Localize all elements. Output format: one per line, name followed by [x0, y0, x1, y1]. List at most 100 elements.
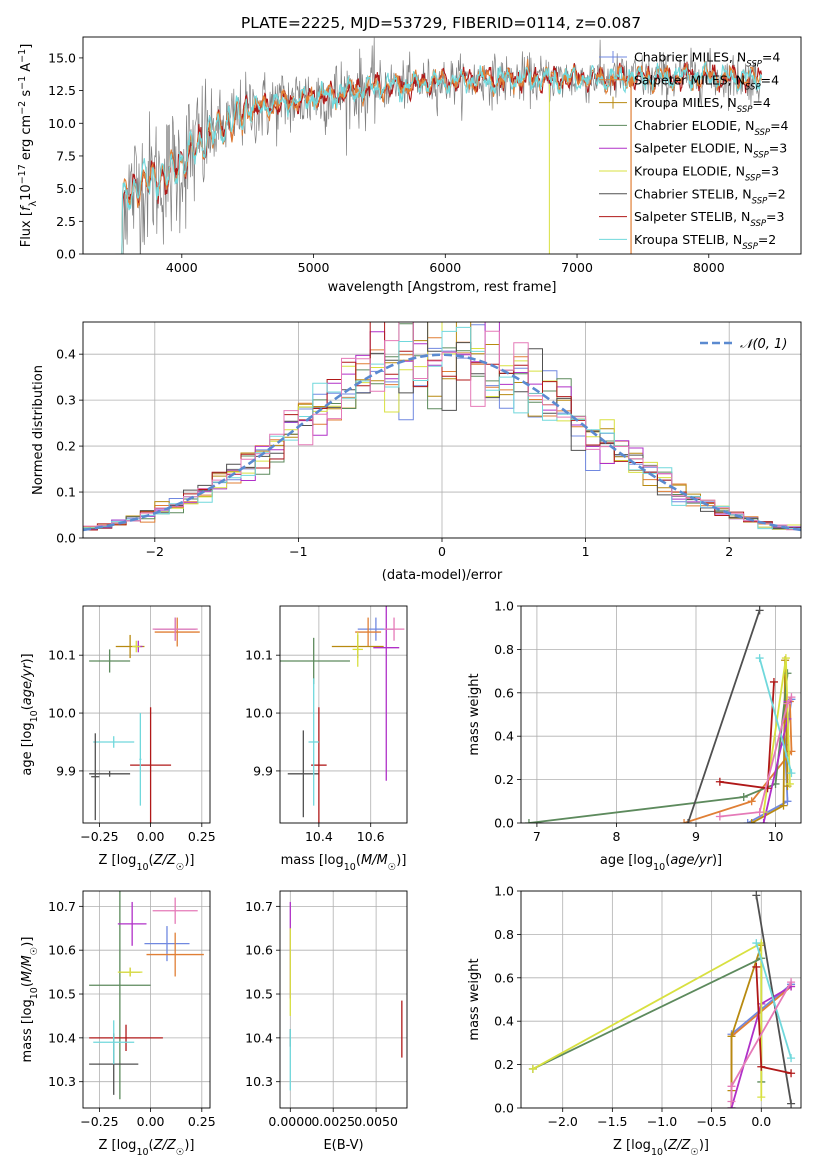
label-part: 10 [136, 1147, 148, 1158]
errorbar-salpeter-stelib [130, 707, 172, 823]
legend-label-salpeter-stelib: Salpeter STELIB, NSSP=3 [634, 209, 784, 229]
plot-area-spectrum [115, 37, 763, 254]
weight-line-salpeter-stelib [719, 681, 775, 790]
axes-spectrum: 4000 5000 6000 7000 8000 0.0 2.5 5.0 7.5 10.0 12.5… [17, 36, 802, 295]
legend-label-chabrier-stelib: Chabrier STELIB, NSSP=2 [634, 186, 786, 206]
label-part: Z [log [99, 1138, 137, 1153]
label-part: Z/Z [667, 1138, 691, 1153]
label-part: ( [665, 853, 670, 868]
x-axis-label: (data-model)/error [382, 568, 503, 583]
weight-line-chabrier-stelib [687, 610, 761, 823]
errorbar-kroupa-elodie [132, 640, 141, 653]
label-part: f [19, 204, 34, 211]
legend-label-chabrier-miles: Chabrier MILES, NSSP=4 [634, 50, 780, 70]
errorbar-kroupa-stelib [308, 678, 319, 806]
label-part: −2 [17, 101, 28, 115]
weight-marker [787, 978, 796, 987]
label-part: Z/Z [153, 1138, 177, 1153]
y-axis-label: age [log10(age/yr)] [20, 653, 40, 775]
weight-marker [739, 792, 748, 801]
x-axis-label: mass [log10(M/M☉)] [281, 853, 407, 873]
weight-marker [755, 606, 764, 615]
legend-subscript: SSP [753, 151, 769, 161]
label-part: ☉ [176, 862, 185, 873]
x-tick-label: 10.6 [357, 829, 385, 844]
y-tick-label: 7.5 [56, 148, 76, 163]
label-part: Flux [ [19, 211, 34, 247]
weight-marker [787, 1099, 796, 1108]
weight-marker [787, 693, 796, 702]
weight-marker [752, 891, 761, 900]
axes-frame [82, 605, 211, 824]
x-tick-label: 9 [692, 829, 700, 844]
axes-age-vs-mass: 10.4 10.6 9.9 10.0 10.1 mass [log10(M/M☉)] [245, 605, 408, 873]
model-spectrum-salpeter-miles [115, 59, 763, 254]
weight-line-salpeter-miles [683, 701, 793, 823]
y-tick-label: 0.8 [494, 642, 514, 657]
legend-text: Chabrier ELODIE, N [634, 118, 754, 133]
label-part: 10 [653, 862, 665, 873]
errorbar-chabrier-stelib [91, 733, 100, 821]
y-tick-label: 12.5 [48, 83, 76, 98]
weight-marker [785, 779, 794, 788]
y-tick-label: 10.5 [245, 987, 273, 1002]
legend-label-salpeter-miles: Salpeter MILES, NSSP=4 [634, 72, 779, 92]
legend-text: =2 [758, 232, 776, 247]
errorbar-chabrier-stelib [89, 770, 131, 777]
axes-residuals: −2 −1 0 1 2 0.0 0.1 0.2 0.3 0.4 𝒩(0, 1) (data-model… [31, 321, 802, 583]
legend-text: =4 [770, 118, 788, 133]
y-tick-label: 10.0 [245, 706, 273, 721]
weight-marker [747, 797, 756, 806]
label-part: age [log [600, 853, 653, 868]
y-axis-label: mass weight [467, 673, 482, 755]
label-part: 10 [29, 987, 40, 999]
weight-marker [528, 1064, 537, 1073]
weight-line-kroupa-stelib [758, 657, 793, 774]
axes-frame [279, 605, 408, 824]
y-tick-label: 15.0 [48, 50, 76, 65]
errorbar-kroupa-stelib [93, 1020, 135, 1065]
label-part: M/M [20, 955, 35, 982]
y-axis-label: Normed distribution [31, 365, 46, 495]
x-tick-label: 5000 [298, 260, 330, 275]
weight-marker [787, 1054, 796, 1063]
residual-histogram-chabrier-stelib [83, 322, 801, 530]
plot-area-age-vs-mass [280, 606, 407, 823]
x-axis-label: age [log10(age/yr)] [600, 853, 722, 873]
legend-text: =2 [767, 186, 785, 201]
y-tick-label: 10.6 [48, 943, 76, 958]
y-tick-label: 0.4 [56, 347, 76, 362]
errorbar-chabrier-elodie [280, 637, 350, 685]
errorbar-salpeter-elodie [117, 901, 147, 946]
legend-text: Salpeter STELIB, N [634, 209, 750, 224]
x-tick-label: 2 [725, 544, 733, 559]
legend-text: =3 [769, 141, 787, 156]
errorbar-pink [152, 897, 198, 924]
weight-marker [747, 819, 756, 823]
label-part: ☉ [690, 1147, 699, 1158]
label-part: Z [log [99, 853, 137, 868]
weight-marker [783, 699, 792, 708]
x-tick-label: 1 [582, 544, 590, 559]
legend-text: Chabrier STELIB, N [634, 186, 752, 201]
y-tick-label: 5.0 [56, 181, 76, 196]
x-axis-label: wavelength [Angstrom, rest frame] [328, 280, 557, 295]
weight-marker [779, 801, 788, 810]
label-part: ( [20, 982, 35, 987]
axes-frame [520, 605, 802, 824]
label-part: mass [log [20, 999, 35, 1062]
y-tick-label: 9.9 [253, 763, 273, 778]
weight-marker [781, 654, 790, 663]
x-axis-label: Z [log10(Z/Z☉)] [613, 1138, 709, 1158]
x-tick-label: 0 [438, 544, 446, 559]
y-tick-label: 0.1 [56, 485, 76, 500]
legend-subscript: SSP [737, 105, 753, 115]
legend-text: =3 [766, 209, 784, 224]
errorbar-chabrier-elodie [89, 891, 151, 1100]
weight-marker [684, 819, 693, 823]
y-tick-label: 1.0 [494, 599, 514, 614]
label-part: ☉ [29, 947, 40, 956]
axes-frame [520, 890, 802, 1109]
x-tick-label: −0.25 [80, 829, 118, 844]
